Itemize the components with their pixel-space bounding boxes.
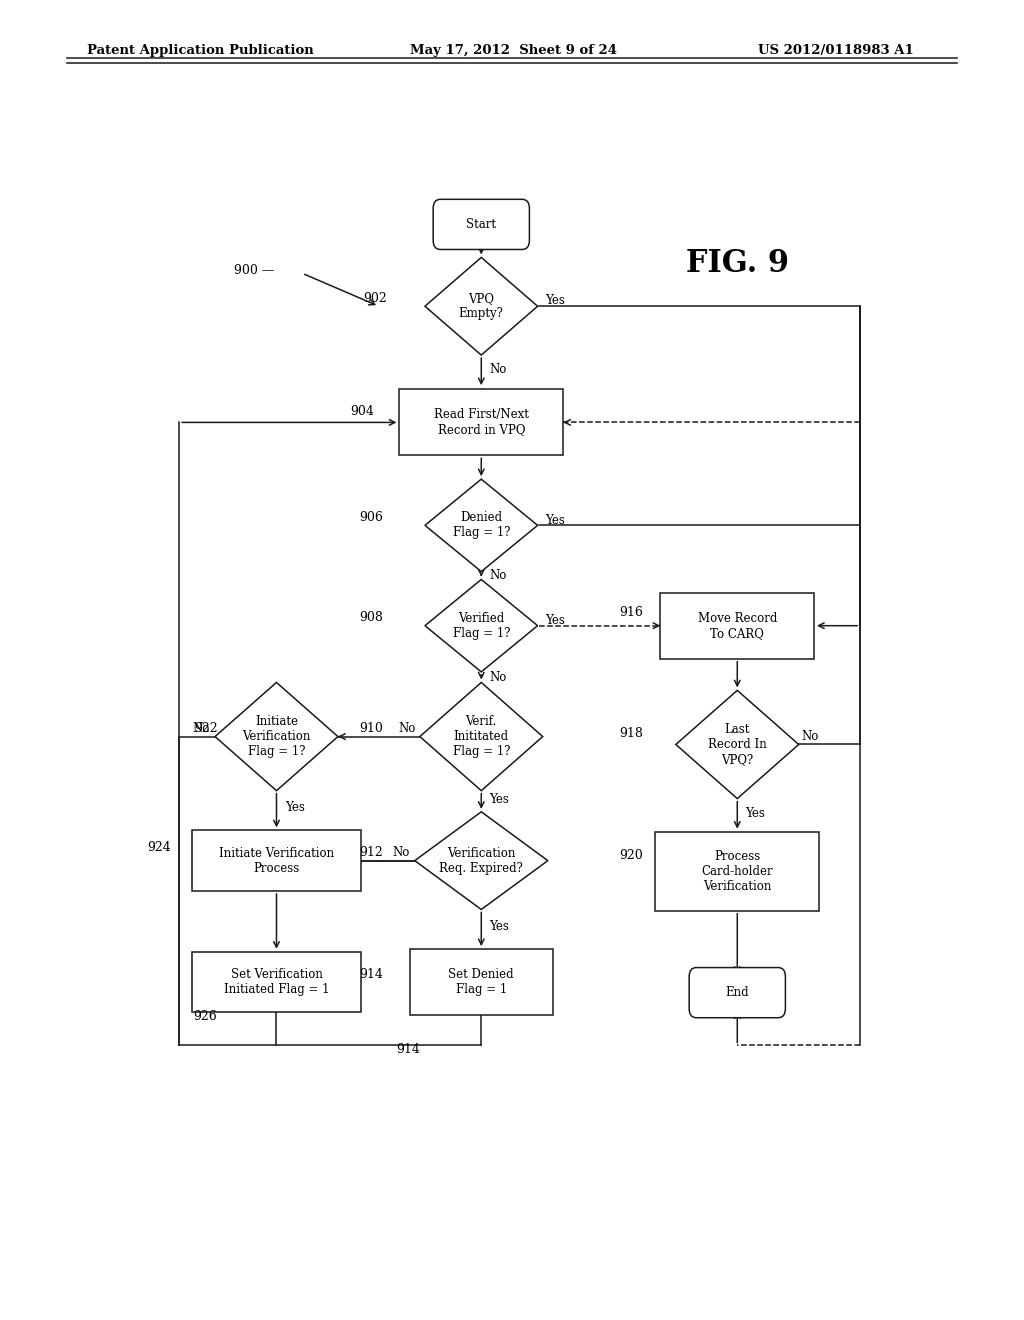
Bar	[655, 832, 819, 911]
Text: No: No	[802, 730, 819, 743]
Text: Yes: Yes	[745, 807, 765, 820]
Text: 922: 922	[195, 722, 218, 735]
Text: Move Record
To CARQ: Move Record To CARQ	[697, 611, 777, 640]
Text: 900 —: 900 —	[234, 264, 274, 277]
Text: No: No	[392, 846, 410, 859]
Text: 924: 924	[147, 841, 171, 854]
Text: Yes: Yes	[489, 920, 509, 933]
FancyBboxPatch shape	[689, 968, 785, 1018]
Text: Start: Start	[466, 218, 497, 231]
Text: 906: 906	[359, 511, 383, 524]
Polygon shape	[425, 579, 538, 672]
Text: 910: 910	[359, 722, 383, 735]
Bar	[410, 949, 553, 1015]
Text: End: End	[725, 986, 750, 999]
Text: Verif.
Inititated
Flag = 1?: Verif. Inititated Flag = 1?	[453, 715, 510, 758]
Polygon shape	[425, 257, 538, 355]
Text: Verified
Flag = 1?: Verified Flag = 1?	[453, 611, 510, 640]
Polygon shape	[415, 812, 548, 909]
Text: 912: 912	[359, 846, 383, 859]
Text: 908: 908	[359, 611, 383, 624]
Text: 904: 904	[350, 405, 374, 418]
Text: Yes: Yes	[545, 513, 564, 527]
Text: 918: 918	[620, 727, 643, 741]
Text: Set Verification
Initiated Flag = 1: Set Verification Initiated Flag = 1	[223, 968, 330, 997]
Text: Last
Record In
VPQ?: Last Record In VPQ?	[708, 723, 767, 766]
Bar	[193, 830, 361, 891]
Text: Yes: Yes	[489, 793, 509, 807]
Bar	[660, 593, 814, 659]
Bar	[193, 952, 361, 1012]
Text: FIG. 9: FIG. 9	[686, 248, 788, 280]
Text: 914: 914	[359, 968, 383, 981]
Polygon shape	[215, 682, 338, 791]
Text: Verification
Req. Expired?: Verification Req. Expired?	[439, 846, 523, 875]
Text: No: No	[398, 722, 416, 735]
Text: 926: 926	[194, 1010, 217, 1023]
Text: Denied
Flag = 1?: Denied Flag = 1?	[453, 511, 510, 540]
Text: Patent Application Publication: Patent Application Publication	[87, 44, 313, 57]
Text: Initiate Verification
Process: Initiate Verification Process	[219, 846, 334, 875]
Text: Yes: Yes	[285, 801, 304, 814]
Text: Process
Card-holder
Verification: Process Card-holder Verification	[701, 850, 773, 892]
Text: Yes: Yes	[545, 294, 564, 308]
FancyBboxPatch shape	[433, 199, 529, 249]
Bar	[399, 389, 563, 455]
Polygon shape	[420, 682, 543, 791]
Text: No: No	[489, 671, 507, 684]
Text: No: No	[489, 569, 507, 582]
Polygon shape	[425, 479, 538, 572]
Text: Read First/Next
Record in VPQ: Read First/Next Record in VPQ	[434, 408, 528, 437]
Text: 920: 920	[620, 849, 643, 862]
Text: May 17, 2012  Sheet 9 of 24: May 17, 2012 Sheet 9 of 24	[410, 44, 616, 57]
Text: 916: 916	[620, 606, 643, 619]
Text: VPQ
Empty?: VPQ Empty?	[459, 292, 504, 321]
Polygon shape	[676, 690, 799, 799]
Text: Initiate
Verification
Flag = 1?: Initiate Verification Flag = 1?	[243, 715, 310, 758]
Text: 914: 914	[396, 1043, 420, 1056]
Text: Set Denied
Flag = 1: Set Denied Flag = 1	[449, 968, 514, 997]
Text: Yes: Yes	[545, 614, 564, 627]
Text: US 2012/0118983 A1: US 2012/0118983 A1	[758, 44, 913, 57]
Text: 902: 902	[364, 292, 387, 305]
Text: No: No	[489, 363, 507, 376]
Text: No: No	[193, 722, 210, 735]
